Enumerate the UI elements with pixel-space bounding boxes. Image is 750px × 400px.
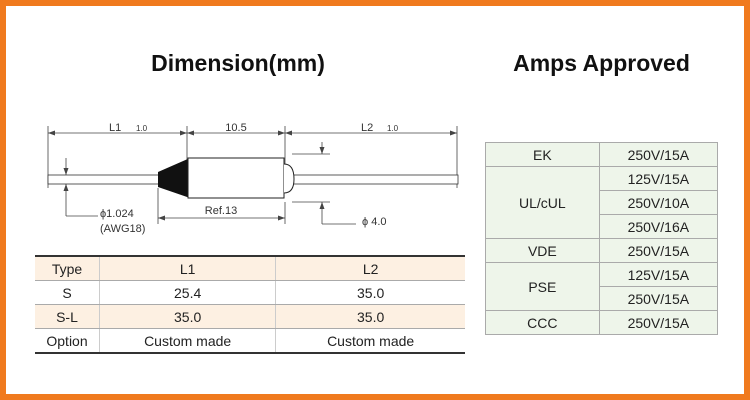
- header-cell: L2: [275, 255, 465, 281]
- table-cell: Option: [35, 328, 100, 354]
- table-cell: 25.4: [99, 280, 277, 305]
- dimension-table: Type L1 L2 S 25.4 35.0 S-L 35.0 35.0 Option Custom…: [35, 255, 465, 354]
- table-cell: Custom made: [99, 328, 277, 354]
- table-cell: Custom made: [275, 328, 465, 354]
- l1-tolerance: 1.0: [136, 124, 148, 133]
- amps-row: PSE 125V/15A: [485, 262, 719, 311]
- amps-row: VDE 250V/15A: [485, 238, 719, 263]
- ref-label: Ref.13: [205, 205, 237, 217]
- rating-cell: 250V/15A: [598, 310, 719, 335]
- dimension-title: Dimension(mm): [151, 50, 325, 76]
- l1-label: L1: [109, 122, 121, 134]
- table-cell: S: [35, 280, 100, 305]
- rating-cell: 250V/15A: [598, 238, 719, 263]
- wire-label: ϕ1.024: [100, 208, 134, 220]
- body-label: ϕ 4.0: [362, 216, 387, 228]
- rating-cell: 125V/15A: [598, 166, 719, 191]
- table-row: S 25.4 35.0: [35, 280, 465, 305]
- table-row: S-L 35.0 35.0: [35, 304, 465, 329]
- amps-row: EK 250V/15A: [485, 142, 719, 167]
- standard-cell: EK: [485, 142, 600, 167]
- table-cell: 35.0: [99, 304, 277, 329]
- mid-label: 10.5: [225, 122, 246, 134]
- amps-title: Amps Approved: [513, 50, 690, 76]
- rating-cell: 250V/16A: [598, 214, 719, 239]
- amps-row: 250V/15A: [486, 286, 719, 311]
- rating-cell: 125V/15A: [598, 262, 719, 287]
- table-row: Option Custom made Custom made: [35, 328, 465, 354]
- standard-cell: VDE: [485, 238, 600, 263]
- standard-cell: PSE: [485, 262, 600, 311]
- awg-label: (AWG18): [100, 223, 145, 235]
- header-row: Type L1 L2: [35, 255, 465, 281]
- table-cell: 35.0: [275, 304, 465, 329]
- amps-table: EK 250V/15A UL/cUL 125V/15A 250V/10A 250V/16A…: [485, 142, 719, 335]
- rating-cell: 250V/15A: [598, 286, 719, 311]
- fuse-diagram: L1 1.0 10.5 L2 1.0 ϕ1.024 (AWG18) Ref.13…: [47, 122, 459, 235]
- rating-cell: 250V/15A: [598, 142, 719, 167]
- standard-cell: UL/cUL: [485, 166, 600, 239]
- rating-cell: 250V/10A: [598, 190, 719, 215]
- amps-row: CCC 250V/15A: [485, 310, 719, 335]
- header-cell: Type: [35, 255, 100, 281]
- standard-cell: CCC: [485, 310, 600, 335]
- table-cell: S-L: [35, 304, 100, 329]
- amps-row: UL/cUL 125V/15A: [485, 166, 719, 239]
- l2-tolerance: 1.0: [387, 124, 399, 133]
- table-cell: 35.0: [275, 280, 465, 305]
- header-cell: L1: [99, 255, 277, 281]
- l2-label: L2: [361, 122, 373, 134]
